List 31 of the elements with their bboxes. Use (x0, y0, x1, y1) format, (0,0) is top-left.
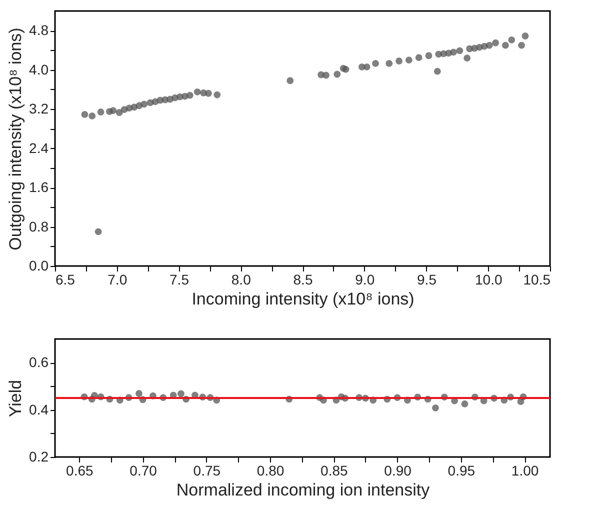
y-tick-label: 0.8 (29, 218, 49, 234)
y-tick-label: 0.2 (29, 448, 49, 464)
x-tick-label: 0.65 (66, 462, 94, 478)
x-tick-label: 9.5 (417, 272, 437, 288)
y-axis-title: Outgoing intensity (x10⁸ ions) (6, 28, 26, 250)
x-tick-label: 8.5 (293, 272, 313, 288)
x-tick-label: 10.5 (523, 272, 551, 288)
y-tick-label: 3.2 (29, 100, 49, 117)
x-tick-label: 8.0 (231, 272, 252, 288)
y-tick-label: 2.4 (29, 140, 49, 156)
x-tick-label: 0.90 (384, 462, 412, 478)
y-tick-label: 0.4 (29, 401, 49, 418)
y-tick-label: 4.8 (29, 22, 49, 38)
y-tick-label: 4.0 (29, 61, 49, 78)
x-axis-title: Normalized incoming ion intensity (176, 480, 430, 500)
x-tick-label: 6.5 (56, 272, 76, 288)
y-tick-label: 0.6 (29, 354, 49, 370)
x-tick-label: 0.70 (130, 462, 158, 478)
x-tick-label: 0.80 (256, 462, 284, 478)
x-axis-title: Incoming intensity (x10⁸ ions) (192, 290, 414, 308)
y-tick-label: 1.6 (29, 179, 49, 196)
y-axis-title: Yield (6, 380, 26, 418)
x-tick-label: 7.0 (108, 272, 128, 288)
x-tick-label: 9.0 (355, 272, 375, 288)
y-tick-label: 0.0 (29, 258, 49, 274)
x-tick-label: 10.0 (475, 272, 502, 288)
x-tick-label: 1.00 (511, 462, 539, 478)
x-tick-label: 0.85 (320, 462, 348, 478)
x-tick-label: 0.75 (193, 462, 221, 478)
x-tick-label: 0.95 (448, 462, 476, 478)
x-tick-label: 7.5 (170, 272, 190, 288)
